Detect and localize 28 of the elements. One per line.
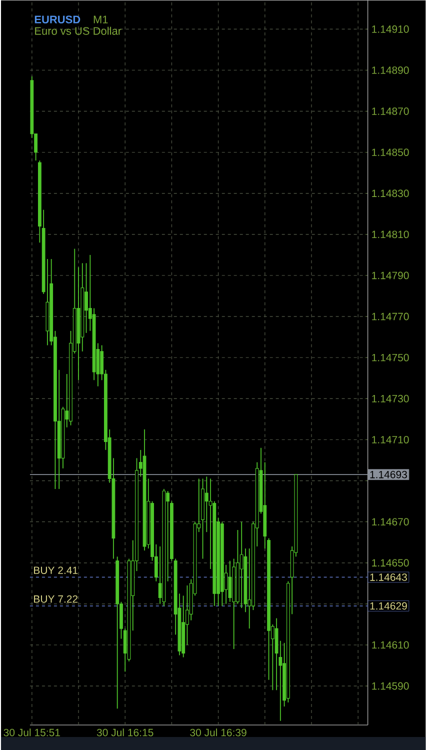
ref-line-label: 1.14693 [370, 470, 408, 478]
y-tick-label: 1.14670 [372, 518, 409, 526]
y-tick-label: 1.14890 [372, 66, 409, 74]
y-tick-label: 1.14830 [372, 190, 409, 198]
y-tick-label: 1.14590 [372, 682, 409, 690]
y-tick-label: 1.14710 [372, 436, 409, 444]
y-tick-label: 1.14770 [372, 312, 409, 320]
text: EURUSD [35, 16, 80, 24]
candlestick [240, 521, 244, 608]
ref-line-label: 1.14629 [370, 602, 408, 610]
annotation: BUY 7.22 [34, 595, 78, 603]
y-tick-label: 1.14790 [372, 272, 409, 280]
y-tick-label: 1.14870 [372, 108, 409, 115]
annotation: M1 [94, 16, 108, 24]
y-tick-label: 1.14730 [372, 394, 409, 402]
x-tick-label: 30 Jul 16:39 [190, 728, 246, 736]
x-tick-label: 30 Jul 15:51 [4, 728, 60, 736]
annotation: BUY 2.41 [34, 566, 78, 574]
y-tick-label: 1.14850 [372, 148, 409, 156]
ref-line-label: 1.14643 [370, 574, 408, 581]
candlestick [228, 560, 232, 602]
y-tick-label: 1.14650 [372, 559, 409, 567]
y-tick-label: 1.14810 [372, 230, 409, 238]
y-tick-label: 1.14610 [372, 641, 409, 649]
text: Euro vs US Dollar [35, 26, 122, 35]
y-tick-label: 1.14750 [372, 354, 409, 362]
x-tick-label: 30 Jul 16:15 [97, 728, 154, 736]
y-tick-label: 1.14910 [372, 25, 409, 33]
